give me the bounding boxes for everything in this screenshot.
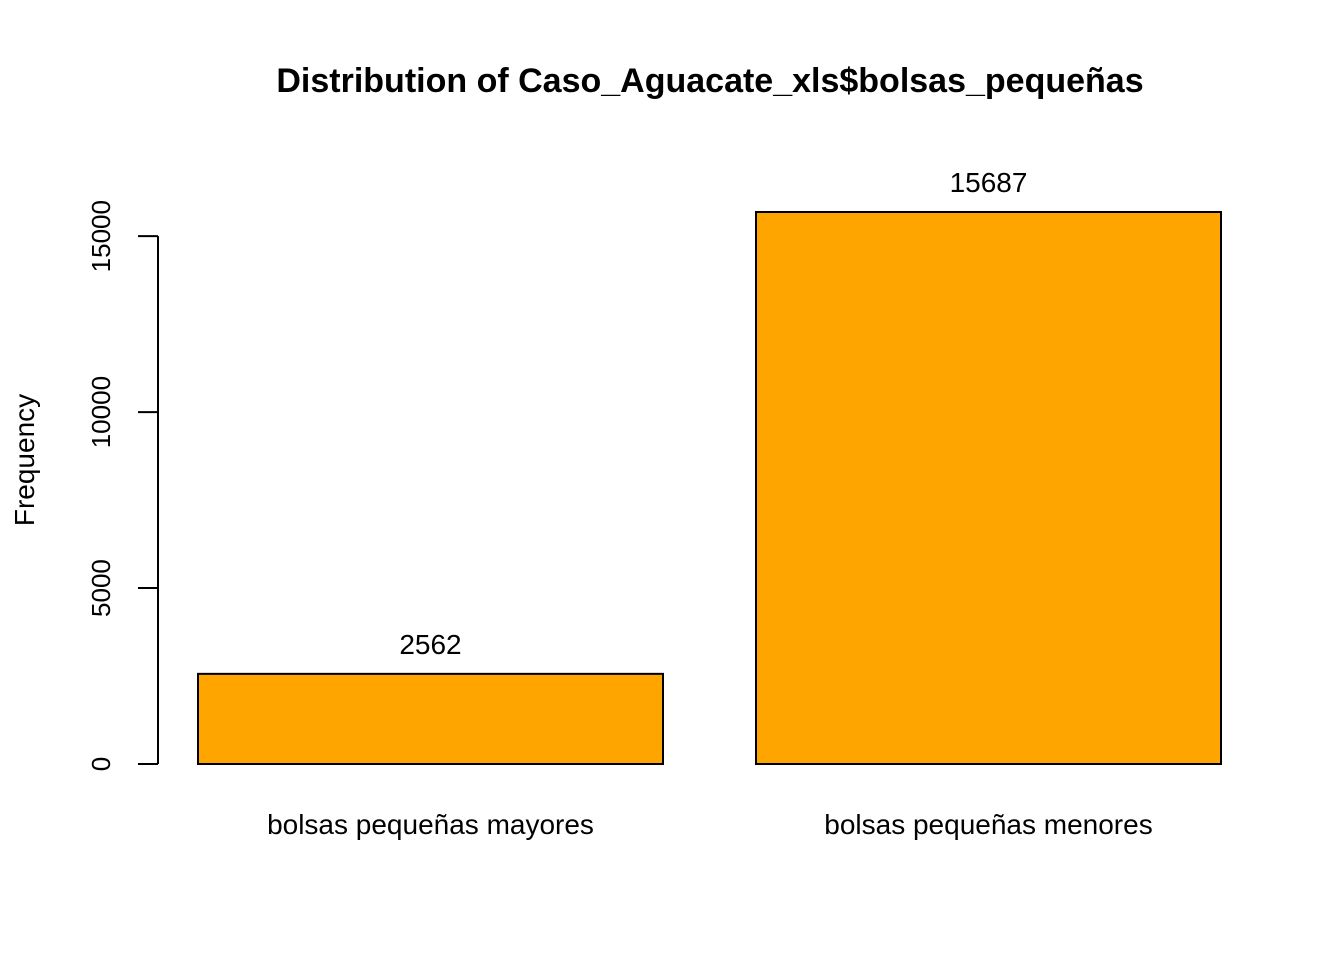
y-tick-label: 0 — [86, 757, 116, 771]
y-axis-label: Frequency — [9, 394, 40, 526]
x-tick-label: bolsas pequeñas menores — [824, 809, 1152, 840]
data-label: 15687 — [950, 167, 1028, 198]
bars: 2562 bolsas pequeñas mayores 15687 bolsas p… — [197, 167, 1222, 840]
y-tick-label: 5000 — [86, 559, 116, 617]
x-tick-label: bolsas pequeñas mayores — [267, 809, 594, 840]
bar — [197, 672, 664, 766]
bar — [755, 211, 1222, 765]
chart-title: Distribution of Caso_Aguacate_xls$bolsas… — [276, 62, 1143, 100]
data-label: 2562 — [399, 629, 461, 660]
y-axis: 0 5000 10000 15000 — [86, 200, 159, 771]
y-tick-label: 15000 — [86, 200, 116, 272]
y-tick-label: 10000 — [86, 376, 116, 448]
